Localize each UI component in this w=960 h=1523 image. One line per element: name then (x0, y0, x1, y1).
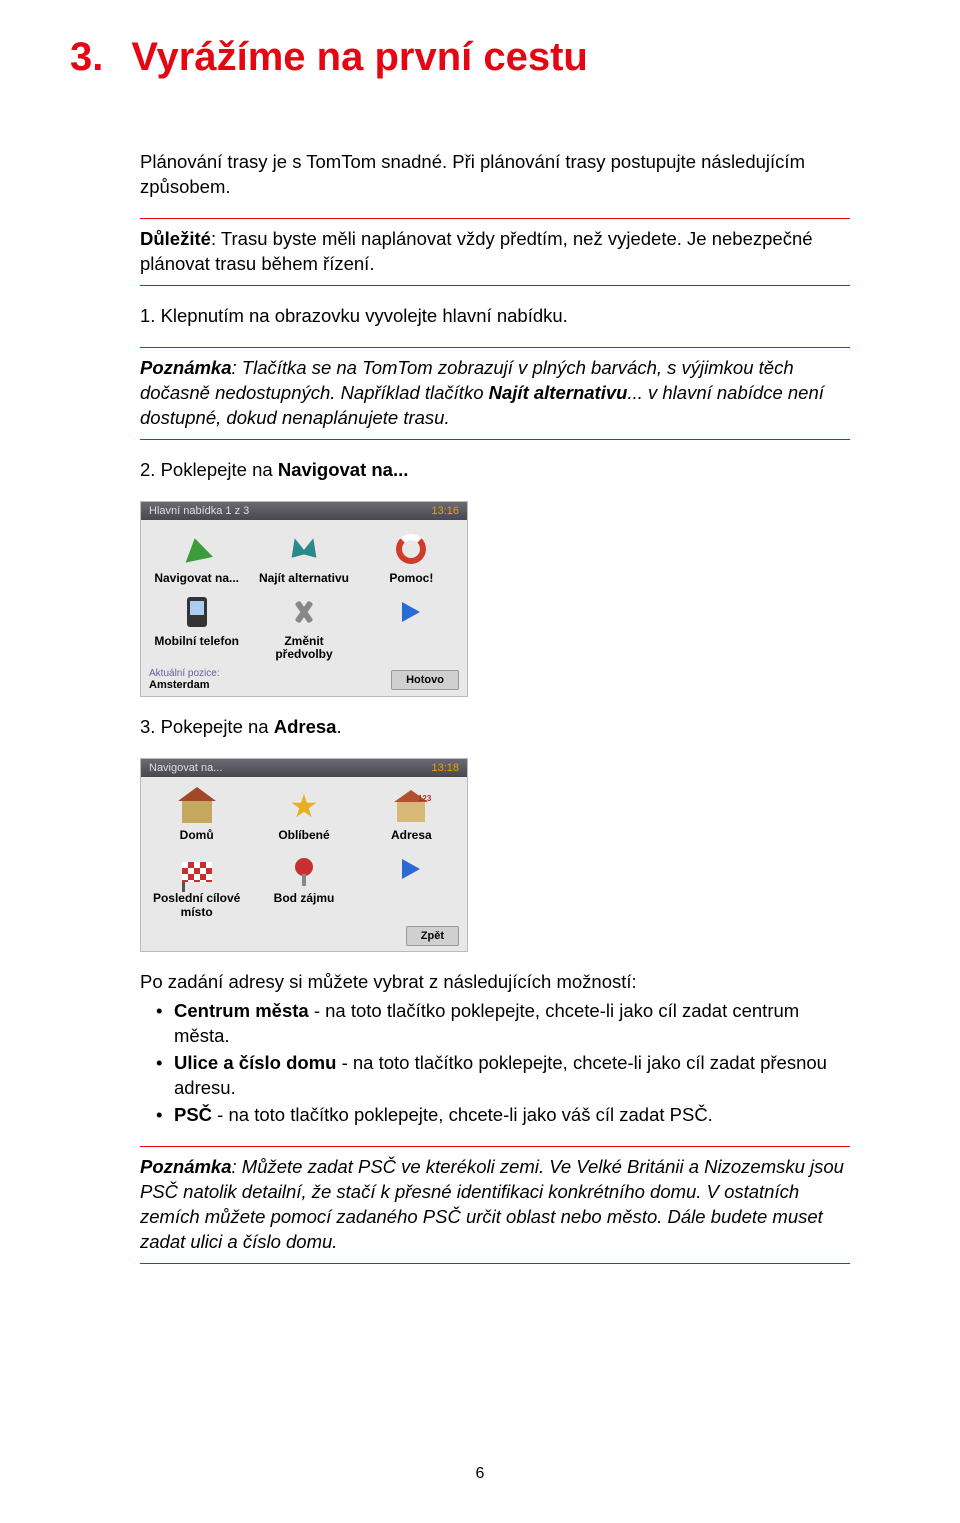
step3-post: . (336, 716, 341, 737)
ss2-title: Navigovat na... (149, 762, 222, 774)
step-2: 2. Poklepejte na Navigovat na... (140, 458, 850, 483)
ss1-header: Hlavní nabídka 1 z 3 13:16 (141, 502, 467, 520)
note2-label: Poznámka (140, 1156, 232, 1177)
opt1-bold: Ulice a číslo domu (174, 1052, 336, 1073)
ss2-cell-poi[interactable]: Bod zájmu (252, 846, 355, 920)
home-icon (182, 801, 212, 823)
ss1-cell-navigate[interactable]: Navigovat na... (145, 526, 248, 587)
ss1-label-4: Změnit předvolby (254, 635, 353, 661)
options-block: Po zadání adresy si můžete vybrat z násl… (140, 970, 850, 1128)
ss2-header: Navigovat na... 13:18 (141, 759, 467, 777)
opt0-bold: Centrum města (174, 1000, 309, 1021)
note1-bold: Najít alternativu (489, 382, 628, 403)
note2-text: : Můžete zadat PSČ ve kterékoli zemi. Ve… (140, 1156, 844, 1252)
ss1-label-1: Najít alternativu (254, 572, 353, 585)
ss1-label-2: Pomoc! (362, 572, 461, 585)
ss2-back-button[interactable]: Zpět (406, 926, 459, 946)
phone-icon (187, 597, 207, 627)
address-icon (397, 802, 425, 822)
option-centre: Centrum města - na toto tlačítko poklepe… (156, 999, 850, 1049)
ss2-label-3: Poslední cílové místo (147, 892, 246, 918)
ss1-done-button[interactable]: Hotovo (391, 670, 459, 690)
ss1-cell-prefs[interactable]: Změnit předvolby (252, 589, 355, 663)
intro-paragraph: Plánování trasy je s TomTom snadné. Při … (140, 150, 850, 200)
screenshot-main-menu: Hlavní nabídka 1 z 3 13:16 Navigovat na.… (140, 501, 468, 698)
ss2-cell-favorites[interactable]: ★ Oblíbené (252, 783, 355, 844)
note-2: Poznámka: Můžete zadat PSČ ve kterékoli … (140, 1146, 850, 1264)
ss2-cell-recent[interactable]: Poslední cílové místo (145, 846, 248, 920)
ss2-cell-next[interactable] (360, 846, 463, 920)
ss1-cell-phone[interactable]: Mobilní telefon (145, 589, 248, 663)
ss1-cell-help[interactable]: Pomoc! (360, 526, 463, 587)
flag-icon (182, 862, 212, 882)
option-postcode: PSČ - na toto tlačítko poklepejte, chcet… (156, 1103, 850, 1128)
step2-pre: 2. Poklepejte na (140, 459, 278, 480)
ss1-label-3: Mobilní telefon (147, 635, 246, 648)
next-icon (402, 859, 420, 879)
ss1-cell-alternative[interactable]: Najít alternativu (252, 526, 355, 587)
option-street: Ulice a číslo domu - na toto tlačítko po… (156, 1051, 850, 1101)
ss1-label-0: Navigovat na... (147, 572, 246, 585)
options-intro: Po zadání adresy si můžete vybrat z násl… (140, 970, 850, 995)
settings-icon (290, 598, 318, 626)
opt2-bold: PSČ (174, 1104, 212, 1125)
step3-pre: 3. Pokepejte na (140, 716, 274, 737)
step-3: 3. Pokepejte na Adresa. (140, 715, 850, 740)
help-icon (396, 534, 426, 564)
arrow-icon (181, 535, 213, 562)
star-icon: ★ (290, 790, 319, 822)
ss2-label-1: Oblíbené (254, 829, 353, 842)
next-icon (402, 602, 420, 622)
screenshot-navigate-to: Navigovat na... 13:18 Domů ★ Oblíbené Adr… (140, 758, 468, 952)
ss2-cell-home[interactable]: Domů (145, 783, 248, 844)
page-number: 6 (0, 1465, 960, 1483)
alternatives-icon (287, 534, 321, 564)
ss2-time: 13:18 (431, 762, 459, 774)
opt2-text: - na toto tlačítko poklepejte, chcete-li… (212, 1104, 713, 1125)
step-1: 1. Klepnutím na obrazovku vyvolejte hlav… (140, 304, 850, 329)
ss2-label-2: Adresa (362, 829, 461, 842)
chapter-title: Vyrážíme na první cestu (131, 35, 587, 80)
step2-bold: Navigovat na... (278, 459, 409, 480)
important-note: Důležité: Trasu byste měli naplánovat vž… (140, 218, 850, 286)
ss1-pos-value: Amsterdam (149, 679, 220, 691)
ss2-label-4: Bod zájmu (254, 892, 353, 905)
important-text: : Trasu byste měli naplánovat vždy předt… (140, 228, 813, 274)
ss2-label-0: Domů (147, 829, 246, 842)
ss1-time: 13:16 (431, 505, 459, 517)
ss1-title: Hlavní nabídka 1 z 3 (149, 505, 249, 517)
chapter-number: 3. (70, 35, 103, 80)
ss2-cell-address[interactable]: Adresa (360, 783, 463, 844)
step3-bold: Adresa (274, 716, 337, 737)
chapter-header: 3. Vyrážíme na první cestu (70, 35, 850, 80)
note-1: Poznámka: Tlačítka se na TomTom zobrazuj… (140, 347, 850, 440)
important-label: Důležité (140, 228, 211, 249)
ss1-cell-next[interactable] (360, 589, 463, 663)
ss1-position: Aktuální pozice:Amsterdam (149, 668, 220, 691)
poi-icon (295, 858, 313, 876)
note1-label: Poznámka (140, 357, 232, 378)
ss1-pos-label: Aktuální pozice: (149, 668, 220, 679)
